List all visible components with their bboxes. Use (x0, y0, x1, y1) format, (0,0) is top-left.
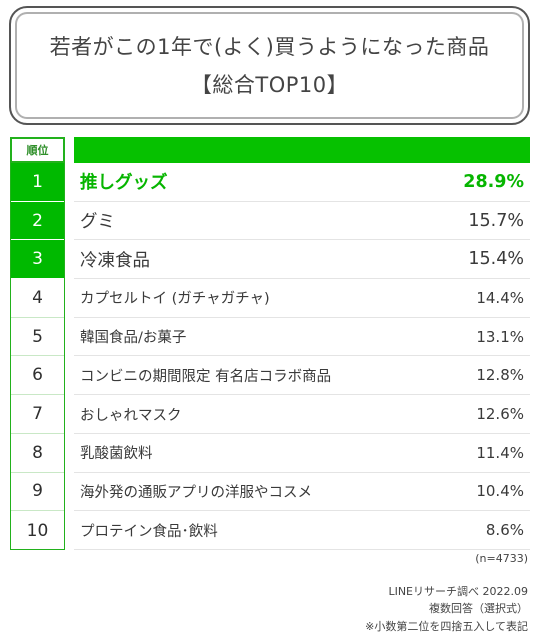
item-name: コンビニの期間限定 有名店コラボ商品 (80, 368, 332, 385)
rank-column: 1 2 3 4 5 6 7 8 9 10 (10, 163, 65, 550)
table-row: 冷凍食品 15.4% (74, 240, 530, 280)
rank-cell: 2 (11, 201, 64, 241)
item-name: 冷凍食品 (80, 250, 150, 271)
item-percentage: 11.4% (476, 443, 524, 462)
item-name: おしゃれマスク (80, 407, 182, 424)
item-name: カプセルトイ (ガチャガチャ) (80, 291, 270, 308)
sample-size-note: (n=4733) (475, 552, 528, 565)
rank-cell: 7 (11, 395, 64, 434)
item-percentage: 15.4% (468, 249, 524, 270)
title-sub: 【総合TOP10】 (190, 72, 349, 97)
table-row: 韓国食品/お菓子 13.1% (74, 318, 530, 357)
item-percentage: 12.6% (476, 405, 524, 424)
header-row: 順位 (10, 137, 530, 163)
header-bar (74, 137, 530, 163)
rank-cell: 9 (11, 473, 64, 512)
table-row: 乳酸菌飲料 11.4% (74, 434, 530, 473)
source-note: LINEリサーチ調べ 2022.09 (388, 585, 528, 598)
rank-cell: 5 (11, 318, 64, 357)
rank-cell: 3 (11, 240, 64, 280)
item-percentage: 12.8% (476, 366, 524, 385)
rank-cell: 10 (26, 520, 49, 541)
rank-cell: 1 (11, 163, 64, 202)
item-name: 乳酸菌飲料 (80, 446, 153, 463)
item-name: グミ (80, 212, 115, 233)
table-row: コンビニの期間限定 有名店コラボ商品 12.8% (74, 357, 530, 396)
item-percentage: 8.6% (485, 521, 524, 540)
rank-cell: 6 (11, 357, 64, 396)
title-box: 若者がこの1年で(よく)買うようになった商品 【総合TOP10】 (9, 6, 530, 125)
table-row: カプセルトイ (ガチャガチャ) 14.4% (74, 279, 530, 318)
table-row: 推しグッズ 28.9% (74, 163, 530, 202)
item-name: プロテイン食品･飲料 (80, 523, 218, 540)
item-percentage: 13.1% (476, 327, 524, 346)
item-name: 海外発の通販アプリの洋服やコスメ (80, 484, 312, 501)
item-name: 推しグッズ (80, 173, 168, 194)
table-row: プロテイン食品･飲料 8.6% (74, 511, 530, 550)
table-row: 海外発の通販アプリの洋服やコスメ 10.4% (74, 473, 530, 512)
title-main: 若者がこの1年で(よく)買うようになった商品 (49, 34, 490, 59)
rank-cell: 4 (11, 279, 64, 318)
item-name: 韓国食品/お菓子 (80, 330, 187, 347)
item-percentage: 15.7% (468, 210, 524, 231)
item-percentage: 28.9% (463, 171, 524, 192)
rank-header: 順位 (10, 137, 65, 163)
item-percentage: 14.4% (476, 288, 524, 307)
rank-cell: 8 (11, 434, 64, 473)
table-row: グミ 15.7% (74, 202, 530, 241)
item-percentage: 10.4% (476, 482, 524, 501)
table-row: おしゃれマスク 12.6% (74, 395, 530, 434)
rounding-note: ※小数第二位を四捨五入して表記 (365, 620, 528, 633)
method-note: 複数回答（選択式） (429, 602, 528, 615)
